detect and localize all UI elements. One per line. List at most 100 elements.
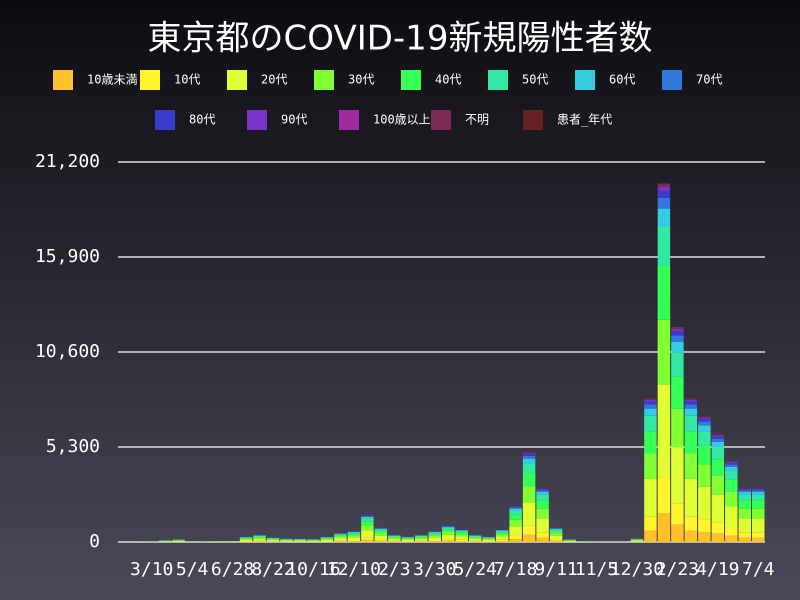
bar-segment xyxy=(725,461,738,463)
bar-segment xyxy=(725,535,738,542)
bar-segment xyxy=(630,539,644,540)
bar-segment xyxy=(738,488,752,489)
bar-segment xyxy=(509,514,522,520)
bar-segment xyxy=(711,475,725,495)
legend-label: 20代 xyxy=(261,73,287,87)
bar-segment xyxy=(415,538,428,541)
x-tick-label: 9/11 xyxy=(534,559,577,580)
bar-segment xyxy=(334,538,347,541)
x-tick-label: 12/30 xyxy=(610,559,664,580)
bar-segment xyxy=(522,463,536,473)
bar-segment xyxy=(347,531,361,533)
bar-segment xyxy=(415,541,428,542)
bar-segment xyxy=(752,488,765,490)
bar-segment xyxy=(671,352,684,377)
bar-segment xyxy=(684,431,698,454)
bar-segment xyxy=(698,464,711,487)
bar-segment xyxy=(361,515,374,517)
bar-segment xyxy=(495,532,509,535)
bar-segment xyxy=(522,452,536,454)
bar-segment xyxy=(698,445,711,465)
x-tick-label: 5/4 xyxy=(176,559,209,580)
bar-segment xyxy=(752,537,765,542)
bar-segment xyxy=(644,453,657,479)
x-tick-label: 2/23 xyxy=(656,559,699,580)
bar-segment xyxy=(361,525,374,531)
bar-segment xyxy=(738,491,752,495)
bar-segment xyxy=(671,408,684,448)
bar-segment xyxy=(401,541,415,542)
bar-segment xyxy=(388,538,401,541)
bar-segment xyxy=(442,531,455,535)
bar-segment xyxy=(698,417,711,420)
bar-segment xyxy=(536,488,549,490)
x-tick-label: 8/22 xyxy=(251,559,294,580)
bar-segment xyxy=(684,453,698,479)
legend-swatch xyxy=(575,70,595,90)
bar-segment xyxy=(428,535,441,538)
legend-label: 60代 xyxy=(609,73,635,87)
bar-segment xyxy=(401,538,415,540)
bar-segment xyxy=(738,489,752,491)
legend-label: 不明 xyxy=(465,113,489,127)
bar-segment xyxy=(536,491,549,495)
bar-segment xyxy=(536,489,549,491)
bar-segment xyxy=(266,540,280,542)
bar-segment xyxy=(752,518,765,533)
bar-segment xyxy=(725,479,738,492)
legend-swatch xyxy=(488,70,508,90)
bar-segment xyxy=(522,455,536,459)
bar-segment xyxy=(307,540,320,541)
bar-segment xyxy=(482,537,495,539)
bar-segment xyxy=(522,472,536,487)
legend-swatch xyxy=(401,70,421,90)
bar-segment xyxy=(320,537,334,538)
bar-segment xyxy=(752,488,765,489)
bar-segment xyxy=(455,532,468,535)
bar-segment xyxy=(711,494,725,523)
legend-label: 10代 xyxy=(174,73,200,87)
bar-segment xyxy=(522,453,536,455)
bar-segment xyxy=(401,539,415,542)
legend-swatch xyxy=(431,110,451,130)
x-tick-label: 11/5 xyxy=(575,559,618,580)
bar-segment xyxy=(509,510,522,515)
bar-segment xyxy=(522,458,536,464)
bar-segment xyxy=(495,539,509,541)
bar-segment xyxy=(657,477,671,514)
bar-segment xyxy=(644,404,657,409)
bar-segment xyxy=(347,540,361,542)
bar-segment xyxy=(657,183,671,188)
bar-segment xyxy=(711,438,725,442)
bar-segment xyxy=(320,537,334,539)
bar-segment xyxy=(347,537,361,541)
bar-segment xyxy=(725,471,738,480)
bar-segment xyxy=(644,401,657,405)
bar-segment xyxy=(684,398,698,401)
bar-segment xyxy=(495,536,509,540)
legend-swatch xyxy=(523,110,543,130)
x-tick-label: 6/28 xyxy=(211,559,254,580)
legend-label: 30代 xyxy=(348,73,374,87)
bar-segment xyxy=(401,537,415,539)
bar-segment xyxy=(388,536,401,538)
bar-segment xyxy=(684,415,698,432)
bar-segment xyxy=(442,540,455,542)
bar-segment xyxy=(320,538,334,540)
bar-segment xyxy=(752,532,765,538)
bar-segment xyxy=(698,421,711,426)
bar-segment xyxy=(522,454,536,456)
legend-label: 70代 xyxy=(696,73,722,87)
bar-segment xyxy=(536,518,549,533)
bar-segment xyxy=(347,533,361,536)
bar-segment xyxy=(334,536,347,539)
bar-segment xyxy=(293,540,307,541)
bar-segment xyxy=(347,535,361,538)
bar-segment xyxy=(509,539,522,542)
bar-segment xyxy=(334,535,347,537)
bar-segment xyxy=(468,537,482,539)
bar-segment xyxy=(495,534,509,537)
bar-segment xyxy=(644,415,657,432)
y-tick-label: 21,200 xyxy=(35,151,100,172)
bar-segment xyxy=(428,533,441,536)
